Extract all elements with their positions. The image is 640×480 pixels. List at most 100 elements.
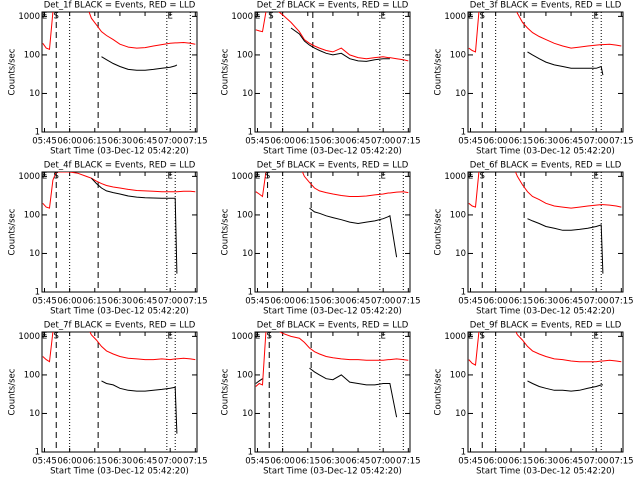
x-tick-label: 06:00 [270, 137, 295, 147]
chart-title: Det_7f BLACK = Events, RED = LLD [44, 321, 196, 331]
series-line [101, 380, 178, 434]
x-tick-label: 05:45 [32, 137, 57, 147]
series-line [91, 177, 178, 274]
y-tick-label: 100 [24, 210, 40, 220]
panel: Det_8f BLACK = Events, RED = LLD Start Ti… [221, 321, 421, 477]
series-line [42, 12, 196, 50]
x-axis-label: Start Time (03-Dec-12 05:42:20) [50, 147, 189, 157]
x-tick-label: 06:30 [108, 297, 133, 307]
y-tick-label: 100 [450, 370, 466, 380]
annotation: E [468, 332, 473, 342]
annotation: S [267, 332, 272, 342]
series-group [468, 172, 622, 274]
x-tick-label: 07:00 [584, 457, 609, 467]
y-tick-label: 1 [248, 128, 253, 138]
x-tick-label: 06:00 [270, 297, 295, 307]
y-tick-label: 10 [242, 249, 253, 259]
chart-title: Det_8f BLACK = Events, RED = LLD [257, 321, 409, 331]
x-axis-label: Start Time (03-Dec-12 05:42:20) [263, 467, 402, 477]
x-tick-label: 06:00 [57, 297, 82, 307]
chart-title: Det_2f BLACK = Events, RED = LLD [257, 1, 409, 11]
x-tick-label: 07:15 [183, 297, 208, 307]
panel: Det_5f BLACK = Events, RED = LLD Start Ti… [221, 161, 421, 317]
x-tick-label: 06:45 [133, 457, 158, 467]
annotation: E [42, 172, 47, 182]
y-axis-label: Counts/sec [221, 208, 231, 255]
y-tick-label: 1000 [231, 12, 253, 22]
series-group [255, 172, 409, 258]
x-tick-label: 06:15 [509, 457, 534, 467]
chart-title: Det_6f BLACK = Events, RED = LLD [470, 161, 622, 171]
y-tick-label: 100 [450, 210, 466, 220]
panel: Det_4f BLACK = Events, RED = LLD Start Ti… [8, 161, 208, 317]
x-tick-label: 06:15 [296, 137, 321, 147]
x-tick-label: 06:45 [346, 297, 371, 307]
x-axis-label: Start Time (03-Dec-12 05:42:20) [263, 307, 402, 317]
annotation: E [468, 12, 473, 22]
y-axis-label: Counts/sec [221, 48, 231, 95]
series-line [527, 380, 603, 392]
annotation: S [54, 172, 59, 182]
series-line [468, 12, 622, 53]
annotation: S [480, 172, 485, 182]
x-tick-label: 06:45 [559, 137, 584, 147]
annotation: E [42, 12, 47, 22]
x-axis-label: Start Time (03-Dec-12 05:42:20) [50, 307, 189, 317]
series-group [42, 12, 196, 71]
y-tick-label: 1 [35, 128, 40, 138]
y-tick-label: 1000 [444, 172, 466, 182]
x-tick-label: 06:15 [296, 457, 321, 467]
y-tick-label: 1 [35, 448, 40, 458]
series-line [527, 51, 604, 76]
series-group [255, 12, 409, 62]
y-tick-label: 1 [248, 288, 253, 298]
x-tick-label: 06:45 [559, 297, 584, 307]
x-tick-label: 06:00 [57, 457, 82, 467]
y-axis-label: Counts/sec [221, 368, 231, 415]
x-tick-label: 07:00 [371, 297, 396, 307]
annotation: E [255, 172, 260, 182]
x-tick-label: 07:15 [183, 137, 208, 147]
x-axis-label: Start Time (03-Dec-12 05:42:20) [476, 307, 615, 317]
series-line [101, 56, 178, 71]
x-tick-label: 06:45 [133, 297, 158, 307]
annotation: S [54, 332, 59, 342]
annotation: E [42, 332, 47, 342]
y-tick-label: 10 [455, 249, 466, 259]
x-tick-label: 07:00 [371, 457, 396, 467]
annotation: E [255, 12, 260, 22]
y-tick-label: 10 [29, 409, 40, 419]
x-axis-label: Start Time (03-Dec-12 05:42:20) [476, 467, 615, 477]
x-tick-label: 05:45 [245, 297, 270, 307]
y-tick-label: 10 [455, 89, 466, 99]
x-tick-label: 06:30 [108, 457, 133, 467]
y-tick-label: 1000 [18, 172, 40, 182]
y-tick-label: 100 [24, 370, 40, 380]
y-tick-label: 1 [35, 288, 40, 298]
series-group [468, 332, 622, 392]
x-tick-label: 05:45 [245, 457, 270, 467]
y-tick-label: 1 [461, 448, 466, 458]
y-axis-label: Counts/sec [434, 368, 444, 415]
x-tick-label: 06:30 [321, 297, 346, 307]
x-tick-label: 06:00 [270, 457, 295, 467]
chart-title: Det_1f BLACK = Events, RED = LLD [44, 1, 196, 11]
series-line [255, 172, 409, 198]
chart-title: Det_9f BLACK = Events, RED = LLD [470, 321, 622, 331]
x-tick-label: 07:00 [584, 297, 609, 307]
y-tick-label: 100 [237, 370, 253, 380]
series-group [255, 332, 409, 418]
x-tick-label: 06:00 [483, 137, 508, 147]
annotation: E [594, 12, 599, 22]
annotation: S [54, 12, 59, 22]
annotation: S [480, 12, 485, 22]
y-tick-label: 10 [29, 89, 40, 99]
y-tick-label: 100 [237, 50, 253, 60]
series-line [468, 172, 622, 209]
x-tick-label: 06:45 [133, 137, 158, 147]
x-tick-label: 07:00 [158, 137, 183, 147]
x-tick-label: 07:00 [158, 457, 183, 467]
x-axis-label: Start Time (03-Dec-12 05:42:20) [476, 147, 615, 157]
